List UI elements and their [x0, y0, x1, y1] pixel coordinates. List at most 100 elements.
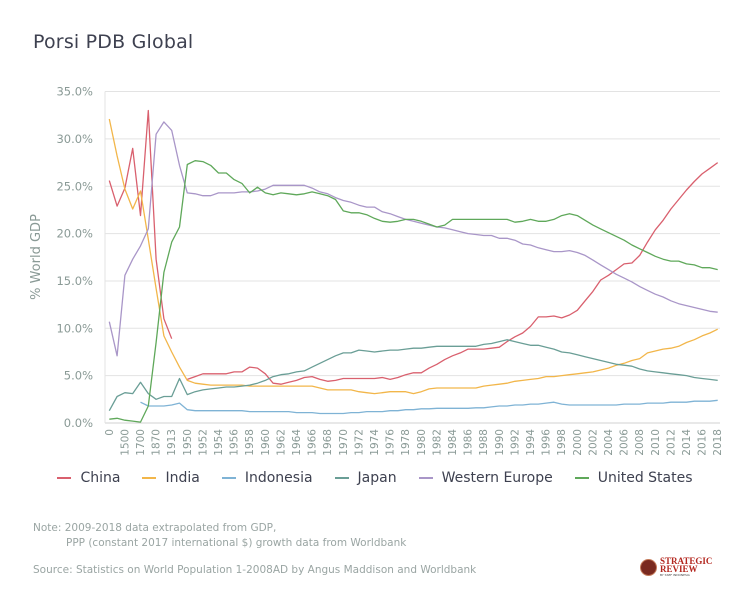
data-point-indonesia [639, 403, 640, 404]
data-point-indonesia [327, 413, 328, 414]
data-point-india [475, 387, 476, 388]
data-point-western-europe [304, 185, 305, 186]
y-tick-label: 20.0% [56, 227, 93, 241]
data-point-china [312, 376, 313, 377]
legend-swatch [418, 477, 433, 479]
data-point-western-europe [358, 205, 359, 206]
data-point-united-states [413, 219, 414, 220]
data-point-western-europe [608, 269, 609, 270]
data-point-indonesia [202, 410, 203, 411]
data-point-china [195, 376, 196, 377]
data-point-china [538, 316, 539, 317]
logo-text-2: REVIEW [660, 564, 698, 574]
data-point-united-states [358, 212, 359, 213]
data-point-china [678, 199, 679, 200]
x-tick-label: 1976 [385, 429, 397, 456]
data-point-western-europe [585, 255, 586, 256]
data-point-western-europe [335, 197, 336, 198]
data-point-western-europe [132, 259, 133, 260]
data-point-western-europe [655, 294, 656, 295]
data-point-india [382, 392, 383, 393]
data-point-western-europe [117, 355, 118, 356]
data-point-china [210, 373, 211, 374]
data-point-indonesia [702, 401, 703, 402]
x-tick-label: 1970 [338, 429, 350, 456]
data-point-china [717, 162, 718, 163]
data-point-united-states [218, 172, 219, 173]
data-point-western-europe [218, 192, 219, 193]
data-point-japan [569, 352, 570, 353]
series-line-japan [108, 339, 718, 412]
data-point-western-europe [140, 245, 141, 246]
data-point-india [234, 385, 235, 386]
data-point-japan [343, 352, 344, 353]
data-point-japan [288, 373, 289, 374]
data-point-japan [616, 364, 617, 365]
data-point-japan [319, 363, 320, 364]
data-point-united-states [530, 219, 531, 220]
data-point-indonesia [273, 411, 274, 412]
data-point-india [124, 188, 125, 189]
data-point-india [546, 376, 547, 377]
data-point-japan [639, 368, 640, 369]
data-point-japan [499, 341, 500, 342]
data-point-united-states [265, 192, 266, 193]
data-point-japan [694, 377, 695, 378]
data-point-china [499, 347, 500, 348]
data-point-indonesia [429, 408, 430, 409]
data-point-western-europe [288, 185, 289, 186]
data-point-japan [163, 396, 164, 397]
data-point-indonesia [522, 404, 523, 405]
data-point-japan [140, 382, 141, 383]
y-tick-label: 5.0% [64, 369, 93, 383]
y-tick-label: 30.0% [56, 132, 93, 146]
data-point-japan [647, 370, 648, 371]
data-point-western-europe [514, 240, 515, 241]
data-point-indonesia [499, 405, 500, 406]
data-point-japan [374, 351, 375, 352]
data-point-china [343, 378, 344, 379]
data-point-indonesia [335, 413, 336, 414]
data-point-china [468, 349, 469, 350]
data-point-united-states [109, 419, 110, 420]
data-point-india [117, 155, 118, 156]
data-point-united-states [709, 267, 710, 268]
data-point-united-states [475, 219, 476, 220]
data-point-western-europe [647, 290, 648, 291]
data-point-united-states [436, 226, 437, 227]
data-point-united-states [327, 195, 328, 196]
data-point-indonesia [397, 410, 398, 411]
data-point-indonesia [156, 405, 157, 406]
data-point-united-states [421, 221, 422, 222]
data-point-united-states [538, 221, 539, 222]
data-point-united-states [312, 191, 313, 192]
data-point-western-europe [530, 244, 531, 245]
x-tick-label: 1913 [166, 429, 178, 456]
data-point-india [561, 375, 562, 376]
data-point-india [257, 385, 258, 386]
data-point-japan [304, 370, 305, 371]
data-point-china [514, 336, 515, 337]
data-point-united-states [702, 267, 703, 268]
data-point-japan [413, 348, 414, 349]
data-point-united-states [585, 220, 586, 221]
data-point-japan [202, 389, 203, 390]
data-point-japan [273, 376, 274, 377]
data-point-indonesia [553, 402, 554, 403]
source-note: Source: Statistics on World Population 1… [33, 564, 477, 576]
x-tick-label: 1950 [182, 429, 194, 456]
data-point-united-states [382, 221, 383, 222]
data-point-indonesia [163, 405, 164, 406]
data-point-china [156, 259, 157, 260]
data-point-japan [327, 359, 328, 360]
data-point-japan [460, 346, 461, 347]
legend-label: China [80, 470, 121, 486]
data-point-united-states [624, 240, 625, 241]
data-point-indonesia [507, 405, 508, 406]
data-point-japan [663, 372, 664, 373]
data-point-india [195, 383, 196, 384]
data-point-indonesia [257, 411, 258, 412]
data-point-western-europe [694, 307, 695, 308]
data-point-western-europe [421, 223, 422, 224]
data-point-united-states [179, 226, 180, 227]
